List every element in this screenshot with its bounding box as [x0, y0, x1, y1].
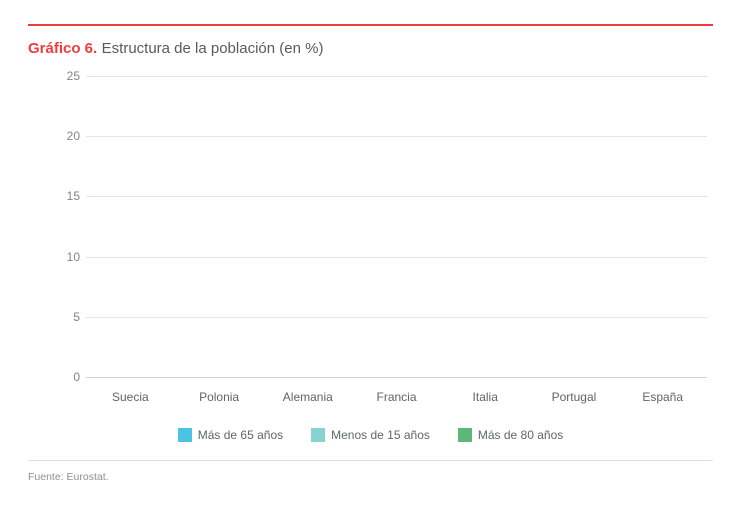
y-tick-label: 10 [56, 250, 80, 264]
x-tick-label: Francia [352, 382, 441, 406]
legend-swatch [458, 428, 472, 442]
legend-swatch [178, 428, 192, 442]
plot-area: 0510152025 [86, 76, 707, 378]
x-tick-label: Portugal [530, 382, 619, 406]
legend-label: Más de 65 años [198, 428, 283, 442]
grid-line [86, 196, 707, 197]
chart: 0510152025 SueciaPoloniaAlemaniaFranciaI… [56, 76, 707, 406]
legend: Más de 65 años Menos de 15 años Más de 80 … [28, 428, 713, 442]
title-prefix: Gráfico 6. [28, 40, 97, 57]
grid-line [86, 76, 707, 77]
chart-title: Gráfico 6. Estructura de la población (e… [28, 24, 713, 58]
x-tick-label: Suecia [86, 382, 175, 406]
source: Fuente: Eurostat. [28, 460, 713, 483]
y-tick-label: 20 [56, 129, 80, 143]
title-text: Estructura de la población (en %) [102, 40, 324, 57]
legend-item: Menos de 15 años [311, 428, 430, 442]
grid-line [86, 136, 707, 137]
legend-item: Más de 80 años [458, 428, 563, 442]
legend-label: Más de 80 años [478, 428, 563, 442]
bar-groups [86, 76, 707, 377]
x-tick-label: Polonia [175, 382, 264, 406]
y-tick-label: 15 [56, 189, 80, 203]
x-tick-label: Italia [441, 382, 530, 406]
y-tick-label: 5 [56, 310, 80, 324]
y-tick-label: 25 [56, 69, 80, 83]
grid-line [86, 257, 707, 258]
x-tick-label: España [618, 382, 707, 406]
x-tick-label: Alemania [263, 382, 352, 406]
y-tick-label: 0 [56, 370, 80, 384]
x-axis-labels: SueciaPoloniaAlemaniaFranciaItaliaPortug… [86, 382, 707, 406]
source-label: Fuente: Eurostat. [28, 471, 109, 483]
legend-item: Más de 65 años [178, 428, 283, 442]
legend-swatch [311, 428, 325, 442]
grid-line [86, 317, 707, 318]
legend-label: Menos de 15 años [331, 428, 430, 442]
